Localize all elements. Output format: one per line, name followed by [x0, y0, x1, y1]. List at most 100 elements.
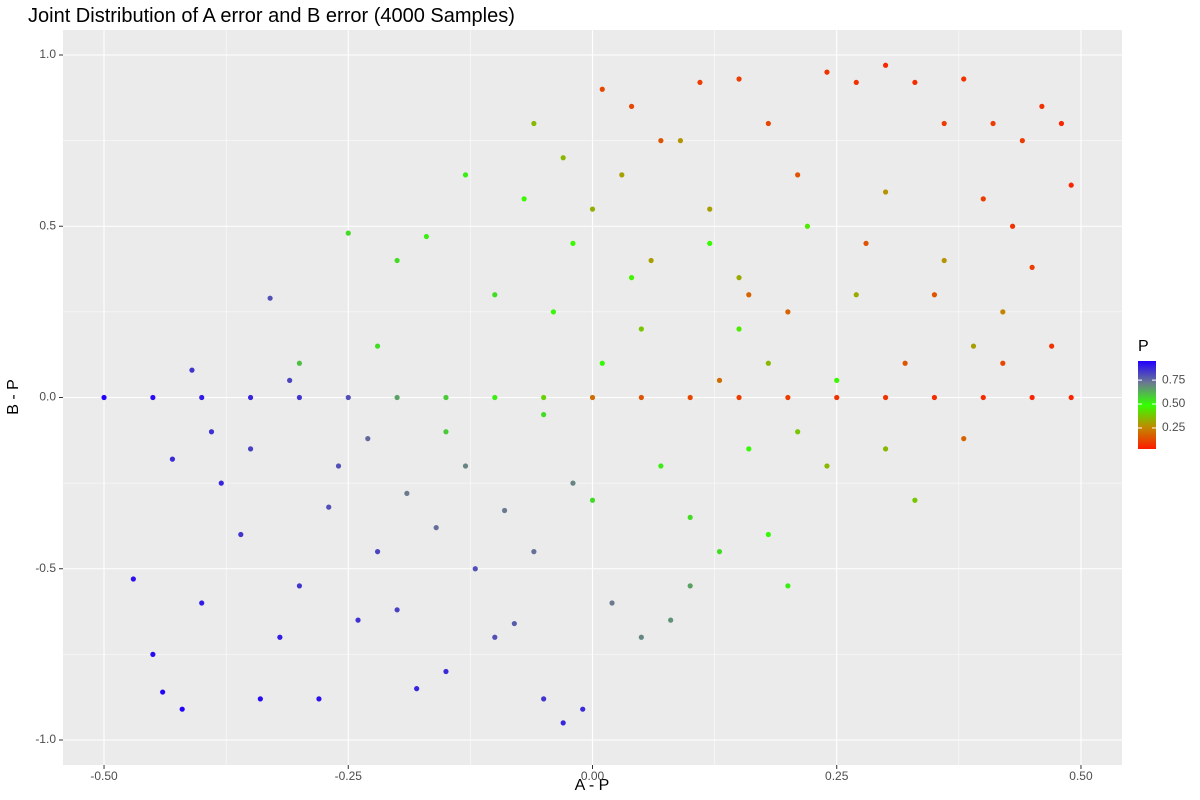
point: [247, 394, 254, 401]
point: [257, 696, 263, 702]
point: [492, 634, 498, 640]
point: [882, 446, 889, 452]
point: [492, 394, 498, 401]
point: [326, 504, 332, 510]
x-tick-label: 0.25: [825, 769, 849, 783]
point: [560, 155, 566, 161]
point: [638, 326, 644, 332]
point: [1000, 360, 1006, 366]
point: [130, 576, 136, 582]
y-tick-label: 0.0: [39, 390, 56, 404]
legend-title: P: [1138, 338, 1149, 355]
x-tick-label: -0.25: [335, 769, 363, 783]
point: [716, 549, 723, 555]
point: [599, 360, 605, 366]
point: [736, 326, 742, 332]
point: [648, 257, 654, 264]
point: [443, 429, 449, 435]
point: [736, 275, 742, 281]
point: [990, 120, 996, 127]
colorbar-tick-label: 0.25: [1162, 420, 1186, 434]
point: [589, 394, 596, 401]
point: [462, 463, 469, 469]
point: [199, 394, 205, 401]
point: [296, 360, 303, 366]
point: [638, 634, 644, 640]
point: [785, 309, 791, 315]
point: [1068, 182, 1074, 188]
point: [882, 62, 889, 68]
point: [443, 668, 449, 675]
point: [765, 360, 771, 366]
point: [472, 566, 478, 572]
point: [531, 120, 537, 127]
point: [394, 607, 400, 613]
point: [638, 394, 644, 401]
point: [218, 480, 224, 486]
point: [980, 196, 986, 202]
point: [365, 435, 371, 442]
point: [707, 240, 713, 246]
point: [423, 233, 430, 240]
point: [238, 531, 244, 538]
point: [697, 79, 703, 86]
point: [355, 617, 361, 623]
point: [433, 525, 439, 531]
point: [795, 429, 801, 435]
point: [609, 600, 615, 606]
point: [208, 429, 215, 435]
colorbar-tick-label: 0.75: [1162, 372, 1186, 386]
y-tick-label: -0.5: [35, 561, 56, 575]
point: [1039, 103, 1045, 109]
point: [970, 343, 977, 349]
x-tick-label: 0.00: [581, 769, 605, 783]
point: [785, 583, 791, 589]
point: [316, 696, 322, 702]
point: [687, 514, 693, 520]
point: [247, 446, 254, 452]
x-tick-label: -0.50: [90, 769, 118, 783]
point: [853, 79, 859, 86]
point: [404, 490, 410, 496]
point: [668, 617, 674, 623]
point: [169, 456, 176, 462]
point: [658, 138, 664, 144]
point: [863, 240, 869, 246]
y-tick-label: -1.0: [35, 732, 56, 746]
point: [834, 377, 840, 383]
x-tick-label: 0.50: [1069, 769, 1093, 783]
point: [150, 394, 156, 401]
point: [931, 394, 938, 401]
point: [1029, 264, 1035, 270]
point: [980, 394, 986, 401]
point: [931, 292, 938, 298]
point: [199, 600, 205, 606]
point: [687, 583, 693, 589]
point: [550, 309, 557, 315]
point: [501, 507, 508, 514]
point: [765, 531, 771, 538]
point: [619, 172, 625, 178]
point: [824, 463, 830, 469]
point: [511, 620, 517, 627]
point: [961, 76, 967, 82]
point: [677, 138, 684, 144]
point: [746, 292, 752, 298]
chart-title: Joint Distribution of A error and B erro…: [28, 5, 515, 27]
point: [1009, 223, 1016, 229]
point: [795, 172, 801, 178]
point: [804, 223, 811, 229]
point: [462, 172, 469, 178]
y-tick-label: 0.5: [39, 218, 56, 232]
point: [902, 360, 908, 366]
point: [834, 394, 840, 401]
point: [941, 257, 947, 264]
point: [560, 720, 566, 726]
point: [1029, 394, 1035, 401]
point: [570, 240, 576, 246]
point: [335, 463, 342, 469]
y-axis-title: B - P: [5, 379, 22, 415]
point: [736, 394, 742, 401]
point: [912, 497, 918, 503]
